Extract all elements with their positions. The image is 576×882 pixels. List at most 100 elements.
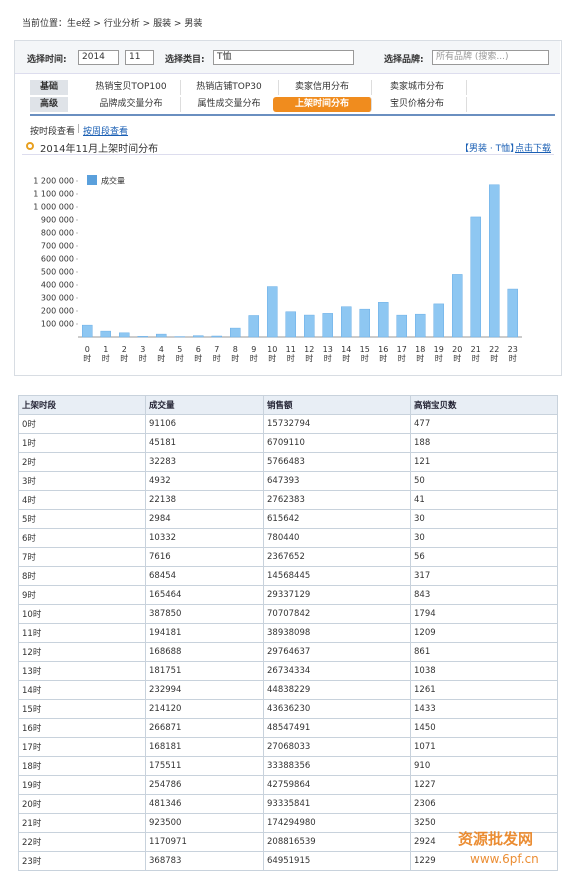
- table-cell: 26734334: [263, 661, 411, 681]
- table-cell: 18时: [18, 756, 146, 776]
- table-row: 22时 1170971 208816539 2924: [18, 832, 558, 852]
- y-tick-label: 500 000: [41, 268, 74, 277]
- table-cell: 254786: [145, 775, 264, 795]
- table-cell: 48547491: [263, 718, 411, 738]
- y-tick-label: 200 000: [41, 307, 74, 316]
- bar: [415, 313, 426, 338]
- x-tick-label: 20时: [452, 345, 463, 363]
- tab[interactable]: 宝贝价格分布: [368, 97, 467, 112]
- table-cell: 19时: [18, 775, 146, 795]
- table-cell: 64951915: [263, 851, 411, 871]
- x-tick-label: 15时: [359, 345, 370, 363]
- bar: [341, 306, 352, 338]
- table-cell: 17时: [18, 737, 146, 757]
- table-cell: 2时: [18, 452, 146, 472]
- table-cell: 23时: [18, 851, 146, 871]
- x-tick-label: 22时: [489, 345, 500, 363]
- table-cell: 843: [410, 585, 558, 605]
- bar: [230, 327, 241, 338]
- y-tick-label: 100 000: [41, 320, 74, 329]
- chart: 成交量 100 000 200 000 300 000 400 000 500 000 6…: [33, 175, 522, 338]
- table-cell: 1450: [410, 718, 558, 738]
- bar: [489, 184, 500, 338]
- year-select[interactable]: 2014: [78, 50, 119, 65]
- category-select[interactable]: T恤: [213, 50, 354, 65]
- y-tick-label: 1 100 000: [33, 190, 74, 199]
- table-cell: 368783: [145, 851, 264, 871]
- y-tick-label: 1 200 000: [33, 177, 74, 186]
- table-cell: 29764637: [263, 642, 411, 662]
- table-cell: 188: [410, 433, 558, 453]
- tab[interactable]: 卖家信用分布: [273, 80, 372, 95]
- bar: [452, 274, 463, 338]
- divider: [22, 154, 554, 155]
- legend-label: 成交量: [101, 176, 125, 186]
- link[interactable]: 按时段查看: [30, 127, 76, 137]
- bar: [248, 315, 259, 338]
- table-row: 7时 7616 2367652 56: [18, 547, 558, 567]
- bar: [267, 286, 278, 338]
- table-cell: 32283: [145, 452, 264, 472]
- tab[interactable]: 热销店铺TOP30: [180, 80, 279, 95]
- table-cell: 11时: [18, 623, 146, 643]
- bar: [193, 335, 204, 338]
- table-cell: 1227: [410, 775, 558, 795]
- table-cell: 56: [410, 547, 558, 567]
- y-tick-label: 700 000: [41, 242, 74, 251]
- table-cell: 2306: [410, 794, 558, 814]
- table-cell: 50: [410, 471, 558, 491]
- table-cell: 2367652: [263, 547, 411, 567]
- tab-line: [30, 114, 555, 116]
- x-tick-label: 9时: [249, 345, 258, 363]
- table-cell: 22138: [145, 490, 264, 510]
- table-row: 11时 194181 38938098 1209: [18, 623, 558, 643]
- table-cell: 33388356: [263, 756, 411, 776]
- bar: [322, 313, 333, 338]
- bar: [156, 333, 167, 338]
- table-row: 8时 68454 14568445 317: [18, 566, 558, 586]
- table-row: 16时 266871 48547491 1450: [18, 718, 558, 738]
- table-row: 13时 181751 26734334 1038: [18, 661, 558, 681]
- table-cell: 1229: [410, 851, 558, 871]
- month-select[interactable]: 11: [125, 50, 154, 65]
- table-cell: 20时: [18, 794, 146, 814]
- table-cell: 7时: [18, 547, 146, 567]
- table-cell: 615642: [263, 509, 411, 529]
- table-cell: 387850: [145, 604, 264, 624]
- table-cell: 194181: [145, 623, 264, 643]
- x-tick-label: 23时: [507, 345, 518, 363]
- table-cell: 1794: [410, 604, 558, 624]
- x-tick-label: 19时: [433, 345, 444, 363]
- table-cell: 780440: [263, 528, 411, 548]
- table-cell: 861: [410, 642, 558, 662]
- link[interactable]: 按周段查看: [83, 127, 129, 137]
- table-cell: 14568445: [263, 566, 411, 586]
- tab[interactable]: 品牌成交量分布: [82, 97, 181, 112]
- label: 选择时间:: [27, 55, 67, 65]
- table-cell: 121: [410, 452, 558, 472]
- table-cell: 1261: [410, 680, 558, 700]
- table-cell: 168688: [145, 642, 264, 662]
- tab[interactable]: 热销宝贝TOP100: [82, 80, 181, 95]
- tab[interactable]: 上架时间分布: [273, 97, 372, 112]
- table-cell: 14时: [18, 680, 146, 700]
- label: 选择类目:: [165, 55, 205, 65]
- download-link[interactable]: 点击下载: [515, 144, 552, 154]
- table-cell: 93335841: [263, 794, 411, 814]
- table-cell: 6时: [18, 528, 146, 548]
- x-tick-label: 11时: [285, 345, 296, 363]
- table-row: 3时 4932 647393 50: [18, 471, 558, 491]
- table-cell: 1433: [410, 699, 558, 719]
- watermark: 资源批发网: [458, 830, 534, 848]
- table-cell: 41: [410, 490, 558, 510]
- table-cell: 481346: [145, 794, 264, 814]
- table-cell: 30: [410, 528, 558, 548]
- tab[interactable]: 卖家城市分布: [368, 80, 467, 95]
- brand-input[interactable]: 所有品牌 (搜索...): [432, 50, 549, 65]
- table-cell: 232994: [145, 680, 264, 700]
- table-cell: 68454: [145, 566, 264, 586]
- x-tick-label: 7时: [212, 345, 221, 363]
- table-row: 23时 368783 64951915 1229: [18, 851, 558, 871]
- bar: [211, 335, 222, 338]
